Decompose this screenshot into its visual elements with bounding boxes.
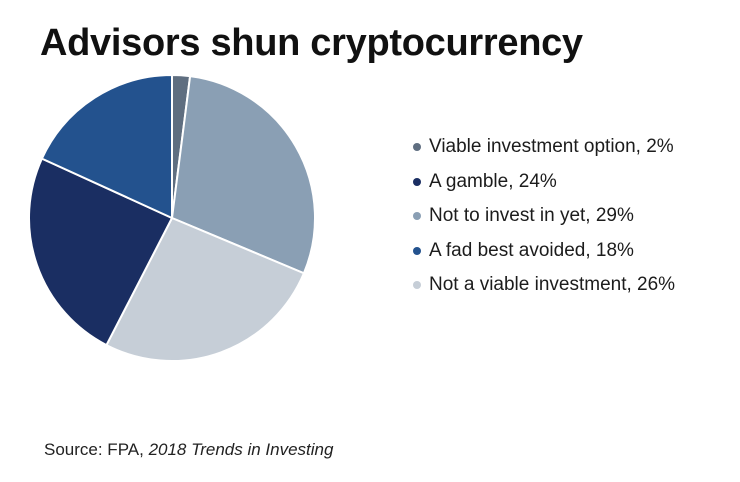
pie-slice-4 xyxy=(40,74,173,219)
legend-item: Viable investment option, 2% xyxy=(413,130,675,165)
legend-label: A gamble, 24% xyxy=(429,170,557,192)
chart-legend: Viable investment option, 2% A gamble, 24… xyxy=(413,130,675,303)
legend-item: A fad best avoided, 18% xyxy=(413,234,675,269)
legend-swatch xyxy=(413,212,421,221)
pie-slice-2 xyxy=(105,217,305,362)
legend-swatch xyxy=(413,177,421,186)
legend-swatch xyxy=(413,246,421,255)
pie-slice-3 xyxy=(28,157,173,347)
legend-label: A fad best avoided, 18% xyxy=(429,239,634,261)
source-publication: 2018 Trends in Investing xyxy=(148,440,334,459)
source-prefix: Source: FPA, xyxy=(44,440,149,459)
legend-item: A gamble, 24% xyxy=(413,165,675,200)
legend-label: Not a viable investment, 26% xyxy=(429,274,676,296)
legend-label: Viable investment option, 2% xyxy=(429,136,674,158)
chart-title: Advisors shun cryptocurrency xyxy=(40,22,583,64)
legend-item: Not a viable investment, 26% xyxy=(413,268,675,303)
source-note: Source: FPA, 2018 Trends in Investing xyxy=(44,440,333,460)
legend-label: Not to invest in yet, 29% xyxy=(429,205,634,227)
legend-swatch xyxy=(413,281,421,290)
pie-slice-1 xyxy=(171,75,316,275)
legend-swatch xyxy=(413,143,421,152)
legend-item: Not to invest in yet, 29% xyxy=(413,199,675,234)
